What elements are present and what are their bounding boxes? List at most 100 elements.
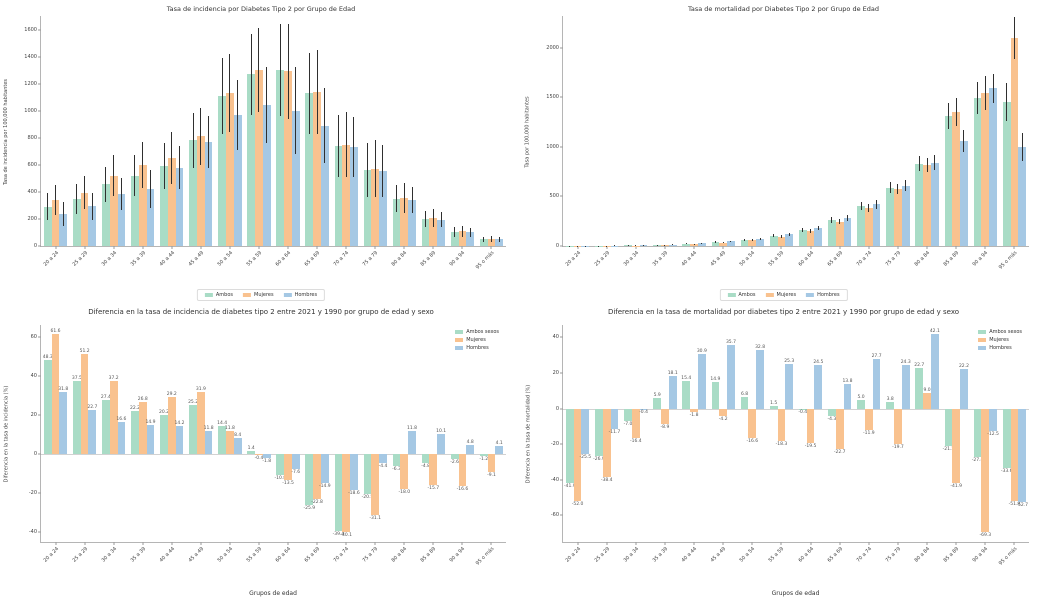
x-tick-mark: [142, 542, 144, 545]
bar: [960, 369, 968, 409]
x-tick-mark: [635, 542, 637, 545]
error-bar: [208, 116, 210, 168]
y-tick-label: -20: [550, 441, 559, 448]
chart-mortality-difference: Diferencia en la tasa de mortalidad por …: [522, 305, 1045, 599]
bar: [334, 145, 343, 246]
bar: [653, 244, 662, 246]
bar: [371, 168, 380, 246]
bar: [989, 88, 997, 246]
bar: [466, 444, 475, 455]
y-tick-mark: [38, 218, 41, 220]
x-tick-mark: [577, 246, 579, 249]
bar: [756, 238, 764, 246]
x-tick-mark: [461, 542, 463, 545]
legend-label: Ambos sexos: [989, 329, 1022, 335]
y-tick-mark: [560, 372, 563, 374]
legend-item: Mujeres: [765, 292, 796, 298]
x-tick-mark: [287, 246, 289, 249]
bar: [748, 240, 757, 246]
bar: [653, 398, 662, 409]
bar-value-label: -21.2: [942, 447, 955, 453]
bar: [857, 399, 865, 409]
legend: Ambos sexos Mujeres Hombres: [974, 327, 1026, 353]
bar: [276, 454, 285, 476]
x-tick-text: 40 a 44: [680, 250, 699, 268]
bar: [769, 405, 778, 409]
y-tick-mark: [38, 29, 41, 31]
bar: [313, 91, 321, 246]
bar-value-label: -19.7: [892, 444, 904, 450]
legend: Ambos Mujeres Hombres: [719, 289, 848, 301]
bar: [72, 380, 81, 454]
bar: [1010, 408, 1019, 501]
legend-label: Mujeres: [254, 292, 274, 298]
x-tick-mark: [984, 246, 986, 249]
bar: [806, 408, 815, 444]
y-tick-label: 0: [33, 451, 37, 458]
y-tick-label: 1500: [546, 94, 559, 101]
bar: [371, 454, 380, 515]
bar: [80, 353, 89, 454]
bar: [487, 238, 496, 246]
bar: [80, 192, 89, 246]
bar-value-label: -4.3: [827, 417, 837, 423]
bar: [828, 220, 836, 246]
x-tick-text: 95 o más: [998, 546, 1019, 567]
error-bar: [163, 143, 165, 190]
bar: [429, 454, 438, 485]
bar-value-label: -1.8: [262, 458, 272, 464]
error-bar: [802, 227, 804, 232]
y-tick-label: 0: [555, 243, 559, 249]
chart-title: Diferencia en la tasa de mortalidad por …: [607, 308, 960, 316]
error-bar: [693, 243, 695, 245]
bar-value-label: -4.8: [421, 464, 430, 470]
x-tick-text: 60 a 64: [797, 250, 815, 268]
y-tick-mark: [38, 531, 41, 533]
bar: [51, 333, 60, 455]
bar: [363, 170, 372, 246]
error-bar: [963, 130, 965, 152]
y-axis-label-text: Tasa de incidencia por 100,000 habitante…: [3, 78, 10, 185]
error-bar: [461, 225, 463, 237]
bar: [872, 204, 881, 246]
x-tick-text: 70 a 74: [332, 250, 351, 268]
bar-value-label: -38.4: [600, 477, 613, 483]
bar: [350, 454, 358, 491]
y-axis-label-text: Tasa por 100,000 habitantes: [525, 95, 532, 168]
plot-area: 0 500 1000 1500 2000 20 a 24 25 a 29 30 a 34 35 …: [546, 16, 1029, 271]
x-tick-mark: [432, 246, 434, 249]
bar: [392, 198, 401, 246]
error-bar: [120, 177, 122, 211]
bar-value-label: 4.1: [495, 441, 503, 446]
y-tick-label: 60: [30, 333, 37, 340]
y-axis-label: Diferencia en la tasa de mortalidad (%): [522, 325, 534, 543]
bar: [639, 408, 648, 410]
bar: [43, 359, 52, 455]
error-bar: [403, 183, 405, 213]
x-tick-mark: [926, 542, 928, 545]
bar: [495, 446, 504, 454]
bar-value-label: -25.9: [303, 505, 316, 511]
bar: [777, 408, 786, 442]
error-bar: [221, 57, 223, 134]
bar: [719, 242, 728, 246]
bar: [160, 414, 168, 455]
bar: [952, 112, 961, 246]
bar: [59, 391, 68, 455]
bar-value-label: -22.8: [311, 499, 323, 505]
error-bar: [926, 157, 928, 172]
bar-value-label: 4.8: [466, 439, 474, 445]
bar-value-label: -1.2: [479, 457, 489, 463]
bar: [262, 454, 271, 458]
bar: [981, 408, 990, 532]
bar-value-label: 51.2: [79, 348, 90, 354]
error-bar: [701, 242, 703, 244]
x-tick-text: 55 a 59: [768, 250, 786, 268]
bar: [88, 409, 97, 455]
legend-label: Hombres: [294, 292, 318, 298]
x-tick-mark: [722, 246, 724, 249]
bar: [923, 164, 931, 246]
error-bar: [91, 192, 93, 220]
bar: [944, 116, 953, 246]
bar: [226, 93, 234, 246]
